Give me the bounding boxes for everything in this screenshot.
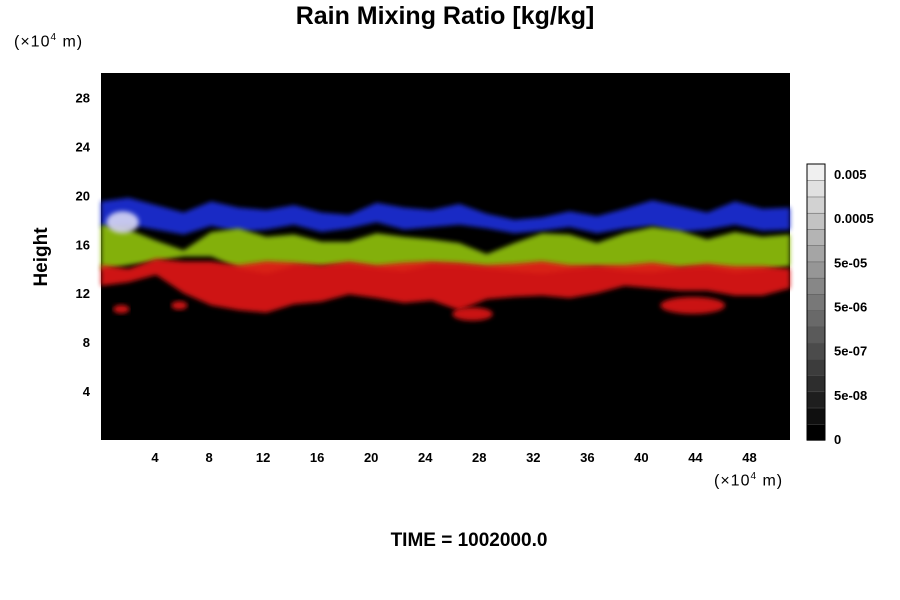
x-tick-label: 36	[580, 450, 594, 465]
rain-blob-1	[171, 301, 188, 310]
colorbar-label: 0.005	[834, 167, 867, 182]
colorbar-step	[806, 261, 826, 279]
y-unit-exponent: 4	[50, 32, 58, 43]
y-tick-labels: 4 8 12 16 20 24 28	[76, 90, 91, 399]
x-unit-tail: m)	[757, 472, 784, 490]
colorbar-step	[806, 374, 826, 393]
rain-layer-1	[101, 224, 790, 274]
colorbar-step	[806, 293, 826, 311]
y-tick-label: 28	[76, 90, 90, 105]
y-axis-unit: (×104 m)	[14, 32, 83, 51]
colorbar-step	[806, 342, 826, 360]
colorbar-step	[806, 309, 826, 328]
rain-layer-2	[101, 258, 790, 313]
y-tick-label: 24	[76, 139, 91, 154]
x-tick-label: 48	[742, 450, 756, 465]
colorbar-step	[806, 277, 826, 295]
x-tick-label: 12	[256, 450, 270, 465]
colorbar-label: 5e-08	[834, 388, 867, 403]
colorbar-label: 5e-07	[834, 344, 867, 359]
x-tick-labels: 4 8 12 16 20 24 28 32 36 40 44 48	[151, 450, 756, 465]
chart-title: Rain Mixing Ratio [kg/kg]	[295, 2, 595, 30]
time-label: TIME = 1002000.0	[390, 530, 548, 551]
colorbar-label: 5e-05	[834, 255, 867, 270]
rain-blob-3	[660, 296, 726, 314]
colorbar-step	[806, 228, 826, 246]
y-tick-label: 12	[76, 286, 90, 301]
x-tick-label: 24	[418, 450, 433, 465]
x-tick-label: 8	[205, 450, 212, 465]
x-unit-base: (×10	[714, 472, 751, 490]
rain-blob-4	[106, 211, 139, 234]
y-tick-label: 20	[76, 188, 90, 203]
colorbar: 0 5e-08 5e-07 5e-06 5e-05 0.0005 0.005	[806, 163, 874, 447]
rain-blob-0	[113, 304, 130, 314]
colorbar-step	[806, 326, 826, 344]
x-tick-label: 20	[364, 450, 378, 465]
x-tick-label: 40	[634, 450, 648, 465]
x-tick-label: 32	[526, 450, 540, 465]
colorbar-step	[806, 423, 826, 441]
x-axis-unit: (×104 m)	[714, 471, 783, 490]
x-tick-label: 28	[472, 450, 486, 465]
colorbar-step	[806, 391, 826, 409]
colorbar-step	[806, 407, 826, 425]
x-tick-label: 4	[151, 450, 159, 465]
colorbar-label: 0	[834, 432, 841, 447]
y-tick-label: 8	[83, 335, 90, 350]
colorbar-step	[806, 179, 826, 198]
y-tick-label: 4	[83, 384, 91, 399]
colorbar-label: 5e-06	[834, 300, 867, 315]
y-unit-tail: m)	[57, 33, 84, 51]
colorbar-step	[806, 244, 826, 263]
colorbar-label: 0.0005	[834, 211, 874, 226]
y-unit-base: (×10	[14, 33, 51, 51]
rain-layer-0	[101, 197, 790, 235]
colorbar-step	[806, 358, 826, 376]
x-unit-exponent: 4	[750, 471, 758, 482]
x-tick-label: 16	[310, 450, 324, 465]
rain-blob-2	[452, 307, 493, 321]
x-tick-label: 44	[688, 450, 703, 465]
colorbar-step	[806, 163, 826, 181]
colorbar-step	[806, 196, 826, 214]
colorbar-step	[806, 212, 826, 230]
rain-layers	[101, 197, 790, 321]
colorbar-frame	[806, 163, 826, 441]
y-tick-label: 16	[76, 237, 90, 252]
